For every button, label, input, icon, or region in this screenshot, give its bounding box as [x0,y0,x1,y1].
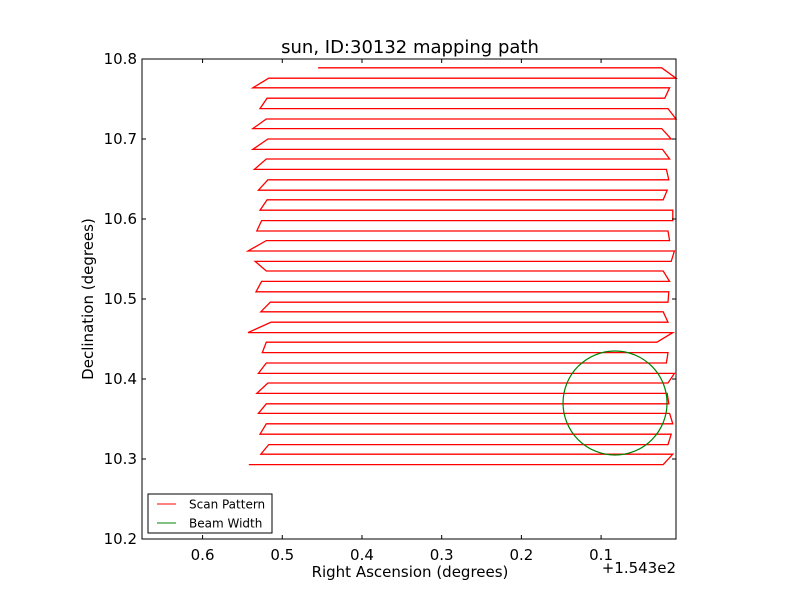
x-axis: 0.6 0.5 0.4 0.3 0.2 0.1 [191,59,613,564]
legend-scan-pattern-label: Scan Pattern [189,498,265,512]
y-tick-label: 10.2 [104,530,137,548]
y-axis-label: Declination (degrees) [79,218,97,380]
y-tick-label: 10.8 [104,50,137,68]
x-tick-label: 0.2 [509,546,533,564]
x-tick-label: 0.3 [430,546,454,564]
scan-pattern-line [245,67,678,466]
legend-box [147,493,273,534]
x-tick-label: 0.5 [270,546,294,564]
x-offset-label: +1.543e2 [602,559,676,577]
legend: Scan Pattern Beam Width [147,493,273,534]
y-tick-label: 10.7 [104,130,137,148]
beam-width-circle [562,350,668,456]
y-tick-label: 10.4 [104,370,137,388]
plot-area [245,67,678,466]
y-tick-label: 10.5 [104,290,137,308]
x-tick-label: 0.4 [350,546,374,564]
x-tick-label: 0.1 [589,546,613,564]
y-axis: 10.2 10.3 10.4 10.5 10.6 10.7 10.8 [104,50,676,548]
chart-title: sun, ID:30132 mapping path [281,37,539,58]
x-axis-label: Right Ascension (degrees) [312,563,509,581]
legend-beam-width-label: Beam Width [189,517,262,531]
y-tick-label: 10.6 [104,210,137,228]
y-tick-label: 10.3 [104,450,137,468]
x-tick-label: 0.6 [191,546,215,564]
